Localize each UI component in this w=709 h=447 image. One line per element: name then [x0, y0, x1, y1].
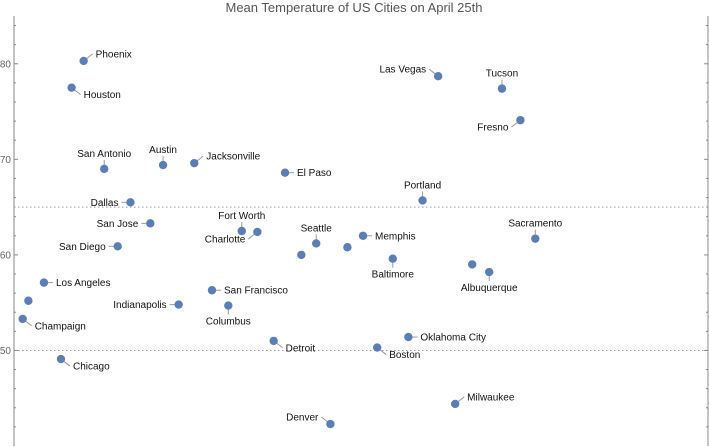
data-point [372, 343, 382, 352]
data-point [297, 250, 306, 260]
data-point [280, 168, 290, 177]
data-point [113, 242, 122, 251]
point-label: Los Angeles [56, 278, 111, 289]
data-point [253, 227, 262, 237]
data-point [312, 239, 321, 248]
y-tick-label: 80 [0, 59, 11, 70]
data-point [39, 278, 49, 287]
point-label: San Francisco [224, 286, 288, 297]
data-point [56, 354, 66, 364]
point-label: Milwaukee [467, 392, 515, 403]
data-point [531, 234, 540, 243]
data-point [79, 56, 88, 66]
y-tick-label: 70 [0, 155, 11, 166]
point-label: Chicago [73, 362, 110, 373]
point-label: Austin [149, 145, 177, 156]
data-point [485, 267, 494, 277]
point-label: Charlotte [205, 234, 246, 245]
data-point [343, 243, 352, 252]
point-label: Las Vegas [379, 65, 426, 76]
data-point [224, 301, 233, 310]
data-point [18, 314, 27, 324]
data-point [174, 300, 183, 309]
data-point [497, 84, 507, 93]
data-point [237, 226, 246, 236]
point-label: San Jose [97, 219, 139, 230]
point-label: Fort Worth [218, 211, 265, 222]
point-label: Champaign [35, 321, 86, 332]
data-point [358, 231, 368, 240]
data-point [207, 286, 217, 295]
data-point [467, 260, 477, 269]
point-label: San Antonio [77, 149, 131, 160]
point-label: Baltimore [372, 270, 415, 281]
data-point [433, 72, 443, 81]
point-label: Detroit [286, 343, 316, 354]
point-label: Oklahoma City [420, 333, 486, 344]
axis-layer: 50 60 70 80 [0, 16, 709, 446]
point-label: Seattle [301, 223, 333, 234]
point-label: Denver [286, 413, 319, 424]
data-point [388, 254, 397, 263]
point-label: Memphis [375, 231, 416, 242]
point-label: Phoenix [96, 49, 132, 60]
data-point [516, 115, 525, 125]
chart-title: Mean Temperature of US Cities on April 2… [225, 0, 482, 15]
data-point [24, 296, 33, 305]
point-label: Columbus [206, 317, 251, 328]
point-label: El Paso [297, 168, 332, 179]
data-point [146, 219, 155, 228]
data-point [450, 399, 460, 409]
data-point [418, 196, 427, 205]
data-point [404, 332, 413, 342]
data-point [100, 164, 109, 174]
point-label: Sacramento [508, 219, 562, 230]
point-label: Indianapolis [113, 300, 166, 311]
data-point [126, 198, 135, 207]
data-point [326, 419, 335, 429]
y-tick-label: 50 [0, 346, 11, 357]
y-tick-label: 60 [0, 250, 11, 261]
point-label: Tucson [486, 69, 518, 80]
point-label: Houston [84, 90, 121, 101]
point-label: Portland [404, 180, 441, 191]
point-label: Albuquerque [461, 283, 518, 294]
data-point [269, 336, 278, 346]
data-point [190, 158, 199, 168]
point-label: Jacksonville [206, 152, 260, 163]
point-label: Dallas [91, 198, 119, 209]
point-label: Boston [389, 350, 420, 361]
data-point [67, 83, 76, 92]
point-label: Fresno [477, 123, 509, 134]
point-layer [18, 56, 540, 429]
data-point [158, 160, 168, 170]
point-label: San Diego [59, 242, 106, 253]
label-layer: Phoenix Houston San Antonio Austin Jacksonvi… [35, 49, 563, 423]
